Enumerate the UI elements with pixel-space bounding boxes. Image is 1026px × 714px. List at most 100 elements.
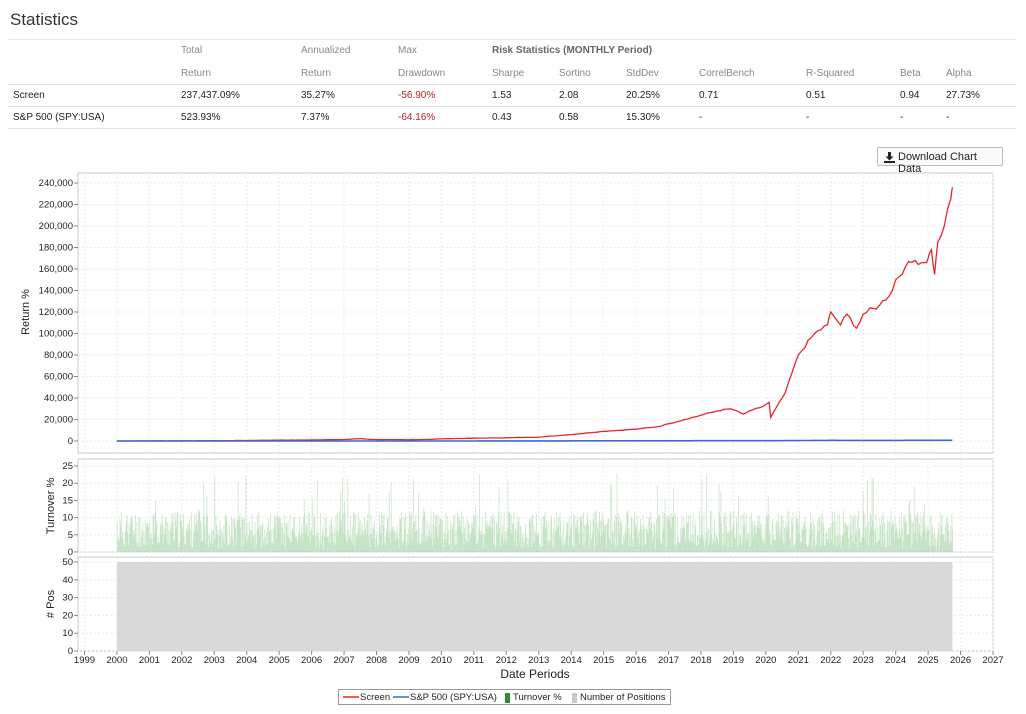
download-chart-data-button[interactable]: Download Chart Data [877,147,1003,175]
turnover-bar [417,542,419,552]
turnover-bar [386,517,388,552]
turnover-bar [503,511,505,552]
turnover-bar [427,536,429,552]
turnover-bar [343,533,345,552]
turnover-bar [898,517,900,552]
turnover-bar [195,524,197,552]
turnover-bar [352,543,354,552]
turnover-bar [497,512,499,552]
turnover-bar [771,522,773,552]
turnover-bar [839,513,841,552]
turnover-bar [834,536,836,552]
turnover-bar [787,521,789,552]
turnover-bar [826,538,828,552]
turnover-bar [216,525,218,552]
turnover-bar [272,544,274,552]
turnover-bar [257,528,259,552]
turnover-bar [619,518,621,552]
turnover-bar [758,528,760,552]
turnover-bar [871,477,873,552]
turnover-bar [538,533,539,552]
turnover-bar [724,516,726,552]
turnover-bar [497,533,499,552]
turnover-bar [821,541,823,552]
turnover-bar [752,538,754,552]
turnover-bar [884,535,886,552]
turnover-bar [764,524,766,552]
turnover-bar [747,539,748,552]
turnover-bar [865,528,867,552]
turnover-bar [946,516,948,552]
turnover-bar [376,532,378,552]
turnover-bar [307,511,309,552]
turnover-bar [584,540,586,552]
turnover-bar [419,544,421,552]
turnover-bar [388,538,390,552]
turnover-bar [359,536,361,552]
turnover-bar [616,473,618,552]
turnover-bar [214,477,216,552]
turnover-bar [627,513,628,552]
y-tick-label: 50 [62,557,73,568]
turnover-bar [286,523,288,552]
x-tick-label: 2020 [755,655,776,666]
turnover-bar [548,520,550,552]
turnover-bar [556,512,558,552]
turnover-bar [299,537,301,552]
turnover-bar [577,526,579,552]
turnover-bar [930,515,932,552]
turnover-bar [571,546,573,552]
turnover-bar [743,512,745,552]
turnover-bar [780,515,782,552]
turnover-bar [854,514,856,552]
x-tick-label: 2009 [398,655,419,666]
turnover-bar [538,544,540,552]
turnover-bar [201,523,203,552]
turnover-bar [651,522,652,552]
turnover-bar [329,525,330,552]
turnover-bar [813,525,815,552]
turnover-bar [647,531,648,552]
turnover-bar [530,522,532,552]
turnover-bar [428,524,430,552]
turnover-bar [264,536,266,552]
turnover-bar [349,535,351,552]
turnover-bar [712,538,714,552]
turnover-bar [120,512,122,552]
turnover-bar [682,527,684,552]
turnover-bar [567,523,569,552]
turnover-bar [726,526,728,552]
turnover-bar [394,530,395,552]
turnover-bar [294,517,295,552]
turnover-bar [433,511,434,552]
turnover-bar [502,524,504,552]
turnover-bar [174,539,175,552]
turnover-bar [234,517,236,552]
turnover-bar [639,529,641,552]
turnover-bar [943,534,945,552]
turnover-bar [826,530,828,552]
turnover-bar [478,527,480,552]
turnover-bar [351,526,353,552]
turnover-bar [455,545,456,552]
turnover-bar [812,518,814,552]
turnover-bar [823,528,825,552]
turnover-bar [738,543,740,552]
plot-panel-0 [77,172,994,454]
turnover-bar [356,533,358,552]
turnover-bar [949,543,951,552]
turnover-bar [448,544,450,552]
turnover-bar [488,526,490,552]
turnover-bar [240,547,242,552]
turnover-bar [322,530,323,552]
turnover-bar [730,530,732,552]
turnover-bar [455,530,457,552]
turnover-bar [941,525,942,552]
turnover-bar [472,527,474,552]
turnover-bar [198,508,199,552]
turnover-bar [361,523,363,552]
turnover-bar [518,521,519,552]
turnover-bar [940,511,942,552]
turnover-bar [211,530,212,552]
turnover-bar [262,540,264,552]
